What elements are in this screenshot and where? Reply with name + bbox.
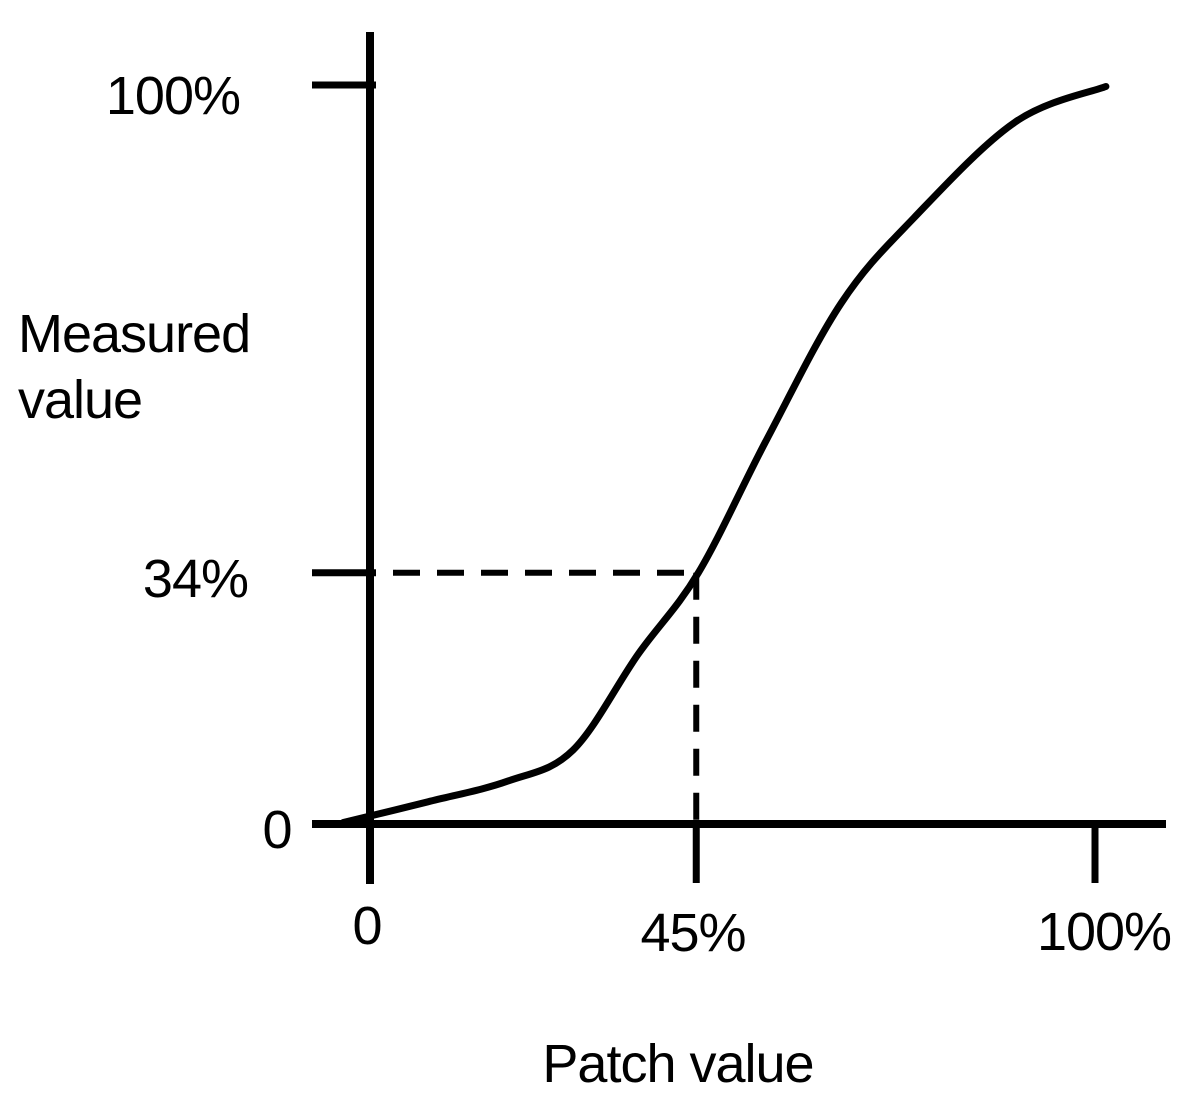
x-tick-label-100: 100% bbox=[1037, 902, 1171, 962]
x-tick-label-45: 45% bbox=[640, 903, 745, 963]
x-axis-title: Patch value bbox=[542, 1034, 813, 1094]
y-tick-label-34: 34% bbox=[143, 549, 248, 609]
y-tick-label-0: 0 bbox=[262, 800, 291, 860]
tone-reproduction-curve bbox=[339, 83, 1110, 826]
x-tick-label-0: 0 bbox=[352, 896, 381, 956]
ticks-and-curve-layer bbox=[312, 81, 1110, 883]
y-axis-title-line1: Measured bbox=[18, 304, 250, 364]
y-axis-title-line2: value bbox=[18, 370, 142, 430]
y-tick-label-100: 100% bbox=[106, 66, 240, 126]
